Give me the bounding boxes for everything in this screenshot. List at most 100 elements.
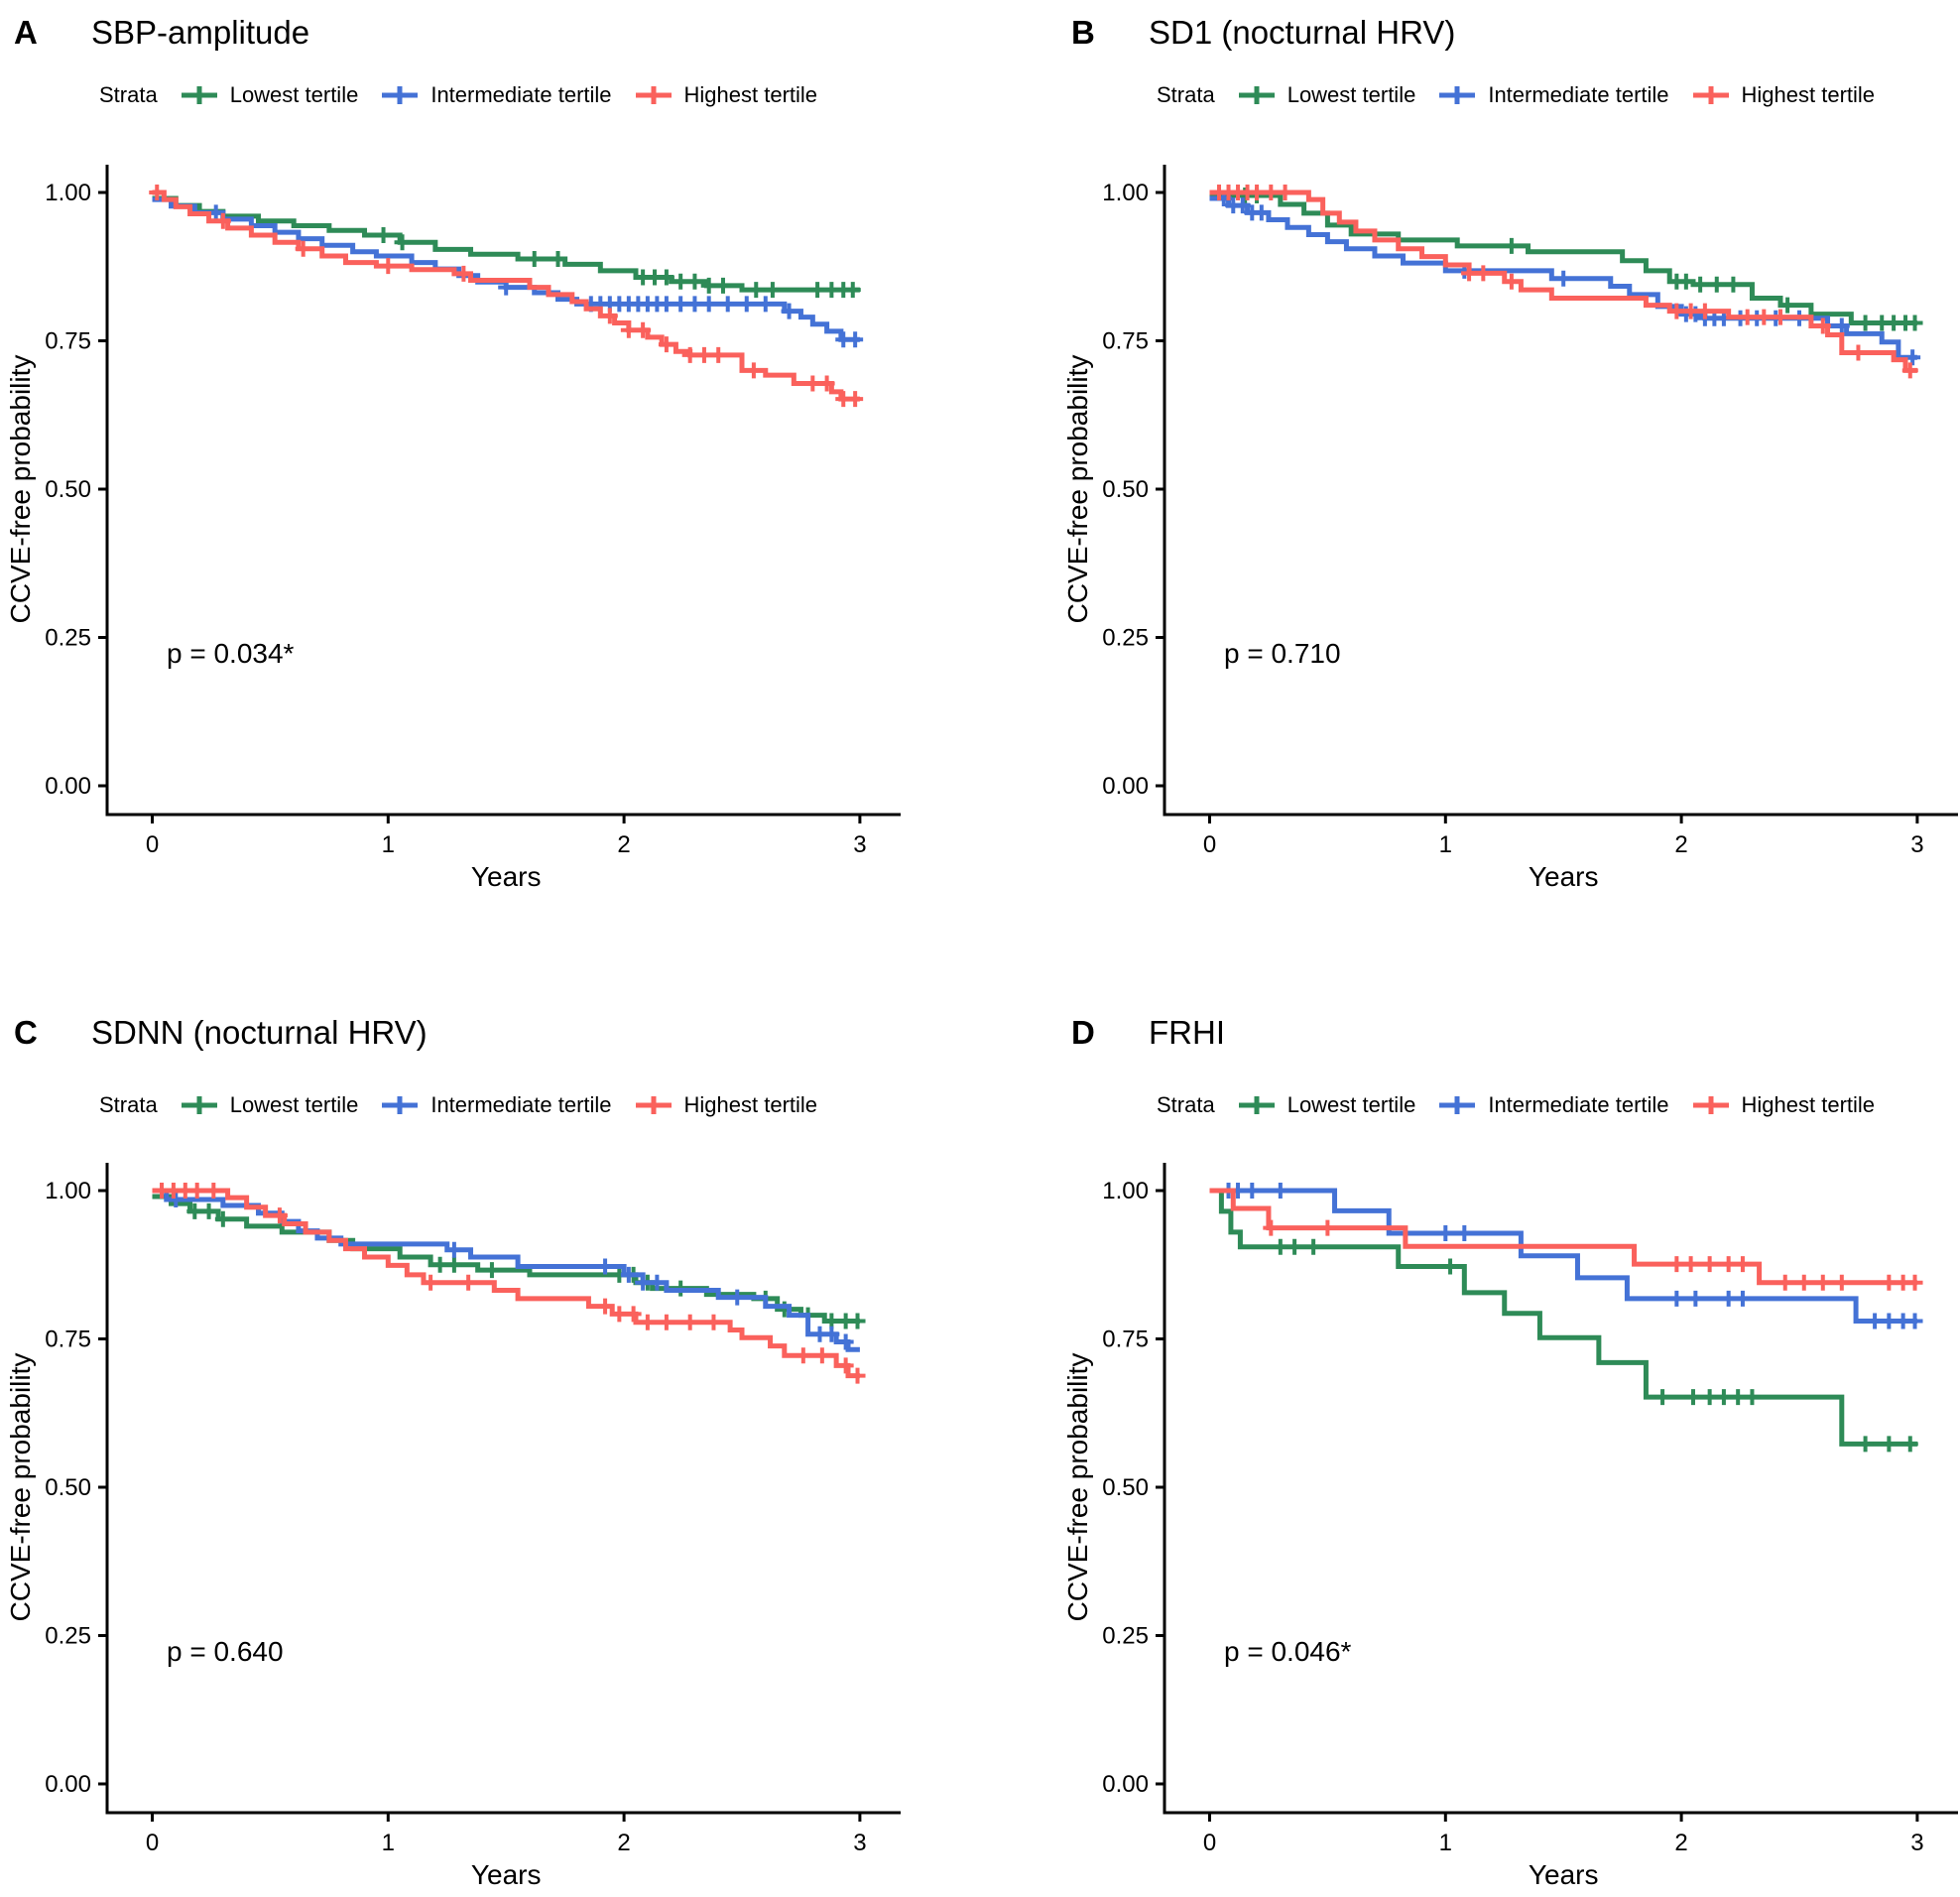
censor-mark-highest-tertile: [1814, 317, 1831, 334]
censor-mark-highest-tertile: [1263, 185, 1280, 200]
censor-mark-highest-tertile: [795, 1347, 811, 1364]
panel-b-header: B SD1 (nocturnal HRV): [1071, 14, 1455, 52]
y-tick-label: 0.50: [1102, 1474, 1149, 1501]
censor-mark-highest-tertile: [460, 1274, 477, 1291]
legend-key-lowest-icon: [1238, 1096, 1275, 1114]
x-axis-title: Years: [1529, 861, 1599, 892]
panel-a: A SBP-amplitude Strata Lowest tertile Int…: [0, 0, 980, 948]
censor-mark-lowest-tertile: [1503, 237, 1520, 254]
legend-item-intermediate: Intermediate tertile: [378, 1091, 612, 1119]
legend-item-highest: Highest tertile: [1689, 81, 1875, 109]
censor-mark-highest-tertile: [837, 1357, 854, 1374]
y-tick-label: 0.50: [45, 476, 91, 503]
x-tick-label: 3: [1910, 831, 1923, 858]
x-tick-label: 1: [382, 1830, 395, 1856]
x-tick-label: 1: [382, 831, 395, 858]
censor-mark-highest-tertile: [455, 265, 472, 282]
censor-mark-lowest-tertile: [714, 277, 731, 294]
legend-item-intermediate: Intermediate tertile: [1435, 81, 1669, 109]
censor-mark-lowest-tertile: [686, 273, 703, 290]
censor-mark-intermediate-tertile: [1272, 1183, 1288, 1199]
censor-mark-lowest-tertile: [700, 277, 717, 294]
censor-mark-lowest-tertile: [1779, 297, 1796, 314]
censor-mark-intermediate-tertile: [1881, 1313, 1898, 1329]
legend-key-lowest-icon: [1238, 86, 1275, 104]
censor-mark-highest-tertile: [1739, 309, 1756, 325]
panel-a-title: SBP-amplitude: [91, 14, 310, 51]
y-tick-label: 0.25: [45, 1623, 91, 1650]
y-axis-title: CCVE-free probability: [1062, 355, 1093, 624]
censor-mark-lowest-tertile: [483, 1262, 500, 1279]
censor-mark-highest-tertile: [1756, 309, 1773, 325]
survival-curve-highest-tertile: [152, 190, 860, 402]
censor-mark-intermediate-tertile: [823, 1326, 840, 1342]
censor-mark-highest-tertile: [271, 1207, 288, 1224]
x-tick-label: 0: [146, 831, 159, 858]
legend-key-highest-icon: [635, 86, 672, 104]
legend-key-highest-icon: [1692, 1096, 1729, 1114]
censor-mark-highest-tertile: [804, 375, 821, 392]
censor-mark-intermediate-tertile: [445, 1241, 462, 1258]
legend-key-lowest-icon: [181, 86, 217, 104]
legend-item-lowest: Lowest tertile: [1235, 1091, 1416, 1119]
legend-key-lowest-icon: [181, 1096, 217, 1114]
censor-mark-lowest-tertile: [200, 1202, 217, 1219]
censor-mark-intermediate-tertile: [719, 296, 736, 313]
survival-curve-lowest-tertile: [1209, 1188, 1917, 1447]
censor-mark-intermediate-tertile: [738, 296, 755, 313]
censor-mark-intermediate-tertile: [673, 296, 689, 313]
censor-mark-lowest-tertile: [1744, 1389, 1761, 1406]
censor-mark-highest-tertile: [695, 346, 712, 363]
censor-mark-highest-tertile: [1696, 303, 1713, 319]
y-tick-label: 0.75: [45, 1327, 91, 1353]
panel-d-legend: Strata Lowest tertile Intermediate terti…: [1157, 1085, 1875, 1125]
legend-label-intermediate: Intermediate tertile: [1488, 1092, 1669, 1117]
censor-mark-intermediate-tertile: [1720, 1290, 1737, 1307]
panel-a-label: A: [14, 14, 38, 51]
legend-label-lowest: Lowest tertile: [1286, 1092, 1416, 1117]
y-tick-label: 0.25: [1102, 625, 1149, 652]
censor-mark-highest-tertile: [1850, 344, 1867, 361]
x-tick-label: 0: [1203, 1830, 1216, 1856]
legend-label-highest: Highest tertile: [1741, 1092, 1876, 1117]
legend-title: Strata: [1157, 1092, 1215, 1117]
censor-mark-highest-tertile: [1249, 185, 1266, 200]
p-value-a: p = 0.034*: [167, 638, 295, 669]
plot-area-d: 1.00 0.75 0.50 0.25 0.00 0 1 2 3 CCVE-free probab…: [1062, 1163, 1958, 1890]
y-tick-label: 1.00: [45, 1178, 91, 1204]
y-tick-label: 0.75: [1102, 1327, 1149, 1353]
panel-c-plot-svg: 1.00 0.75 0.50 0.25 0.00 0 1 2 3 CCVE-free probab…: [5, 1163, 901, 1890]
censor-mark-highest-tertile: [849, 1367, 866, 1384]
censor-mark-highest-tertile: [1881, 1274, 1898, 1291]
legend-title: Strata: [1157, 82, 1215, 107]
legend-label-lowest: Lowest tertile: [229, 82, 359, 107]
x-tick-label: 2: [617, 831, 630, 858]
p-value-c: p = 0.640: [167, 1636, 284, 1667]
legend-key-intermediate-icon: [382, 86, 419, 104]
x-axis-title: Years: [471, 861, 542, 892]
panel-a-plot-svg: 1.00 0.75 0.50 0.25 0.00 0 1 2 3 CCVE-free probab…: [5, 165, 901, 892]
survival-curve-lowest-tertile: [1209, 192, 1917, 326]
censor-mark-lowest-tertile: [1715, 1389, 1732, 1406]
censor-mark-intermediate-tertile: [729, 1289, 746, 1306]
x-tick-label: 2: [1674, 831, 1687, 858]
censor-mark-intermediate-tertile: [1734, 1290, 1751, 1307]
panel-b-plot-svg: 1.00 0.75 0.50 0.25 0.00 0 1 2 3 CCVE-free probab…: [1062, 165, 1958, 892]
legend-key-intermediate-icon: [1439, 1096, 1476, 1114]
y-tick-label: 0.00: [45, 773, 91, 800]
legend-item-highest: Highest tertile: [1689, 1091, 1876, 1119]
censor-mark-lowest-tertile: [431, 1256, 448, 1273]
censor-mark-highest-tertile: [1776, 1274, 1793, 1291]
x-tick-label: 2: [617, 1830, 630, 1856]
legend-title: Strata: [99, 82, 158, 107]
censor-mark-highest-tertile: [611, 1306, 628, 1323]
y-tick-label: 1.00: [1102, 180, 1149, 206]
censor-mark-intermediate-tertile: [635, 1274, 652, 1291]
y-tick-label: 0.50: [1102, 476, 1149, 503]
p-value-d: p = 0.046*: [1224, 1636, 1352, 1667]
x-tick-label: 0: [1203, 831, 1216, 858]
censor-mark-lowest-tertile: [1692, 276, 1709, 293]
panel-c-header: C SDNN (nocturnal HRV): [14, 1014, 428, 1052]
y-tick-label: 0.75: [45, 328, 91, 355]
panel-c-label: C: [14, 1014, 38, 1051]
